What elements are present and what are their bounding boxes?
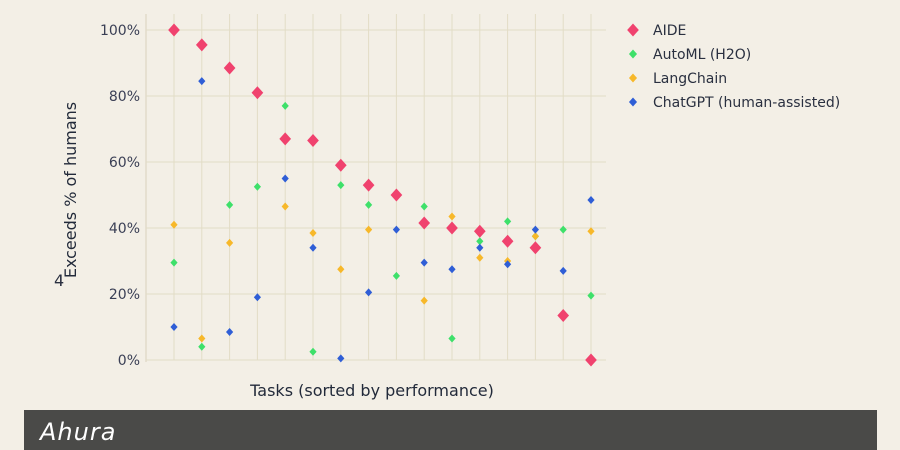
automl-h2o-point xyxy=(365,200,373,209)
y-tick-label: 0% xyxy=(118,353,140,369)
chatgpt-human-assisted-point xyxy=(309,243,317,252)
automl-h2o-point xyxy=(337,181,345,190)
chatgpt-human-assisted-point xyxy=(587,195,595,204)
langchain-point xyxy=(365,225,373,234)
automl-h2o-point xyxy=(253,182,261,191)
automl-h2o-point xyxy=(476,237,484,246)
chatgpt-human-assisted-point xyxy=(476,243,484,252)
chatgpt-human-assisted-point xyxy=(337,354,345,363)
legend-label-automl-h2o: AutoML (H2O) xyxy=(653,47,751,63)
automl-h2o-point xyxy=(420,202,428,211)
chatgpt-human-assisted-point xyxy=(559,266,567,275)
aide-point xyxy=(362,178,375,192)
legend-marker-langchain xyxy=(628,73,638,83)
aide-point xyxy=(168,23,180,37)
legend-marker-automl-h2o xyxy=(628,49,638,59)
aide-point xyxy=(195,38,208,52)
x-axis-title: Tasks (sorted by performance) xyxy=(249,381,494,400)
aide-point xyxy=(223,61,236,75)
legend-marker-chatgpt-human-assisted xyxy=(628,97,638,107)
automl-h2o-point xyxy=(392,271,400,280)
ahura-logo: Ahura xyxy=(40,419,116,445)
footer-bar xyxy=(24,410,877,450)
y-tick-label: 60% xyxy=(109,155,140,171)
data-points xyxy=(168,23,597,367)
y-tick-label: 80% xyxy=(109,89,140,105)
langchain-point xyxy=(448,212,456,221)
langchain-point xyxy=(198,334,206,343)
legend: AIDE AutoML (H2O) LangChain ChatGPT (human-… xyxy=(627,23,840,111)
automl-h2o-point xyxy=(587,291,595,300)
scatter-chart: 0% 20% 40% 60% 80% 100% Tasks (sorted by perf… xyxy=(54,14,840,400)
y-axis-title: Exceeds % of humans xyxy=(61,102,80,278)
aide-point xyxy=(390,188,403,202)
y-tick-label: 20% xyxy=(109,287,140,303)
chatgpt-human-assisted-point xyxy=(392,225,400,234)
logo-text: Ahura xyxy=(40,418,117,446)
automl-h2o-point xyxy=(281,101,289,110)
chatgpt-human-assisted-point xyxy=(253,293,261,302)
chatgpt-human-assisted-point xyxy=(531,225,539,234)
chatgpt-human-assisted-point xyxy=(365,288,373,297)
chatgpt-human-assisted-point xyxy=(281,174,289,183)
automl-h2o-point xyxy=(198,342,206,351)
aide-point xyxy=(279,132,292,146)
automl-h2o-point xyxy=(559,225,567,234)
langchain-point xyxy=(170,220,178,229)
aide-point xyxy=(557,308,570,322)
legend-label-aide: AIDE xyxy=(653,23,686,39)
aide-point xyxy=(473,224,486,238)
aide-point xyxy=(334,158,347,172)
automl-h2o-point xyxy=(170,258,178,267)
y-tick-label: 40% xyxy=(109,221,140,237)
automl-h2o-point xyxy=(226,200,234,209)
y-tick-label: 100% xyxy=(100,23,140,39)
langchain-point xyxy=(309,228,317,237)
chatgpt-human-assisted-point xyxy=(198,77,206,86)
aide-point xyxy=(307,134,319,148)
chatgpt-human-assisted-point xyxy=(448,265,456,274)
langchain-point xyxy=(226,238,234,247)
aide-point xyxy=(418,216,431,230)
legend-label-chatgpt-human-assisted: ChatGPT (human-assisted) xyxy=(653,95,840,111)
chatgpt-human-assisted-point xyxy=(226,327,234,336)
langchain-point xyxy=(281,202,289,211)
langchain-point xyxy=(476,253,484,262)
y-axis-ticks: 0% 20% 40% 60% 80% 100% xyxy=(100,23,140,369)
aide-point xyxy=(585,353,597,367)
langchain-point xyxy=(531,232,539,241)
grid-lines xyxy=(145,14,606,362)
automl-h2o-point xyxy=(309,347,317,356)
chatgpt-human-assisted-point xyxy=(504,260,512,269)
legend-marker-aide xyxy=(627,23,639,37)
stray-label: 4 xyxy=(54,271,64,290)
aide-point xyxy=(446,221,458,235)
langchain-point xyxy=(587,227,595,236)
langchain-point xyxy=(337,265,345,274)
aide-point xyxy=(501,234,514,248)
chatgpt-human-assisted-point xyxy=(170,323,178,331)
automl-h2o-point xyxy=(448,334,456,343)
aide-point xyxy=(529,241,542,255)
aide-point xyxy=(251,86,264,100)
legend-label-langchain: LangChain xyxy=(653,71,727,87)
chatgpt-human-assisted-point xyxy=(420,258,428,267)
automl-h2o-point xyxy=(504,217,512,226)
langchain-point xyxy=(420,296,428,305)
